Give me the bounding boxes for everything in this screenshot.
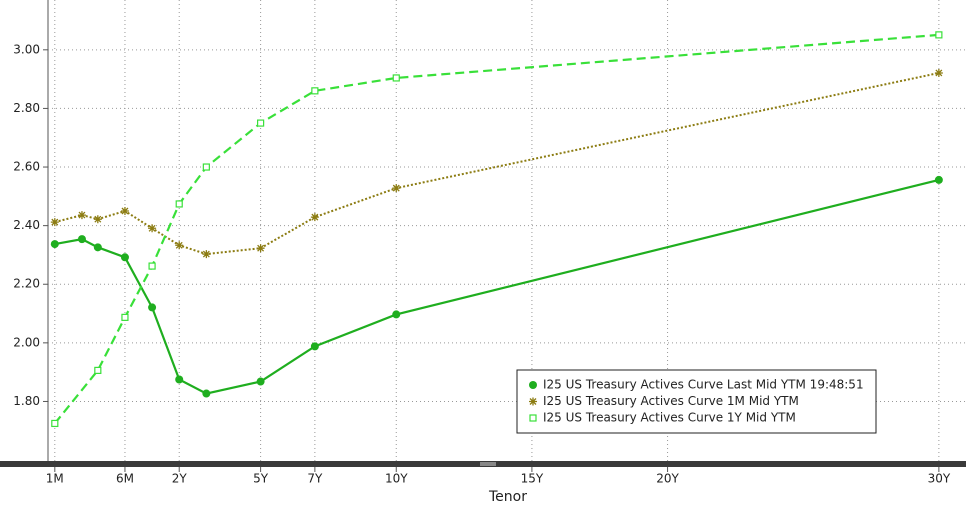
y-tick-label: 2.40 bbox=[13, 218, 40, 232]
point bbox=[120, 206, 129, 215]
point bbox=[120, 253, 129, 262]
point bbox=[310, 213, 319, 222]
point bbox=[148, 303, 157, 312]
point bbox=[202, 163, 210, 171]
series-line bbox=[53, 33, 939, 425]
legend-marker bbox=[529, 414, 537, 422]
point bbox=[77, 235, 86, 244]
x-tick-label: 5Y bbox=[253, 472, 269, 486]
x-tick-label: 30Y bbox=[928, 472, 951, 486]
point bbox=[93, 243, 102, 252]
legend-marker bbox=[529, 397, 537, 406]
point bbox=[175, 375, 184, 384]
x-tick-label: 2Y bbox=[172, 472, 188, 486]
x-tick-label: 10Y bbox=[385, 472, 408, 486]
y-tick-label: 2.00 bbox=[13, 335, 40, 349]
point bbox=[202, 250, 211, 259]
y-tick-label: 2.80 bbox=[13, 101, 40, 115]
y-tick-label: 3.00 bbox=[13, 42, 40, 56]
x-tick-label: 15Y bbox=[521, 472, 544, 486]
point bbox=[392, 184, 401, 193]
legend: I25 US Treasury Actives Curve Last Mid Y… bbox=[516, 369, 877, 434]
point bbox=[148, 262, 156, 270]
x-tick-label: 1M bbox=[46, 472, 64, 486]
point bbox=[93, 215, 102, 224]
point bbox=[175, 200, 183, 208]
legend-label: I25 US Treasury Actives Curve 1Y Mid YTM bbox=[543, 411, 796, 425]
y-tick-label: 2.20 bbox=[13, 277, 40, 291]
point bbox=[392, 310, 401, 319]
point bbox=[51, 419, 59, 428]
legend-label: I25 US Treasury Actives Curve Last Mid Y… bbox=[543, 378, 864, 392]
legend-box bbox=[516, 369, 877, 434]
point bbox=[256, 244, 265, 253]
point bbox=[148, 224, 157, 233]
y-tick-label: 2.60 bbox=[13, 160, 40, 174]
x-axis-label: Tenor bbox=[488, 489, 527, 505]
x-tick-label: 6M bbox=[116, 472, 134, 486]
point bbox=[310, 342, 319, 351]
scroll-handle bbox=[480, 462, 496, 466]
point bbox=[311, 87, 319, 95]
x-tick-label: 7Y bbox=[307, 472, 323, 486]
point bbox=[77, 211, 86, 220]
legend-label: I25 US Treasury Actives Curve 1M Mid YTM bbox=[543, 394, 799, 408]
point bbox=[50, 218, 59, 227]
point bbox=[934, 175, 943, 184]
y-tick-label: 1.80 bbox=[13, 394, 40, 408]
point bbox=[175, 241, 184, 250]
point bbox=[121, 313, 129, 321]
point bbox=[934, 68, 943, 77]
point bbox=[935, 31, 943, 39]
x-tick-label: 20Y bbox=[656, 472, 679, 486]
point bbox=[392, 74, 400, 82]
point bbox=[94, 366, 102, 374]
point bbox=[50, 240, 59, 249]
point bbox=[202, 389, 211, 398]
point bbox=[256, 377, 265, 386]
legend-marker bbox=[529, 381, 537, 389]
point bbox=[257, 119, 265, 127]
